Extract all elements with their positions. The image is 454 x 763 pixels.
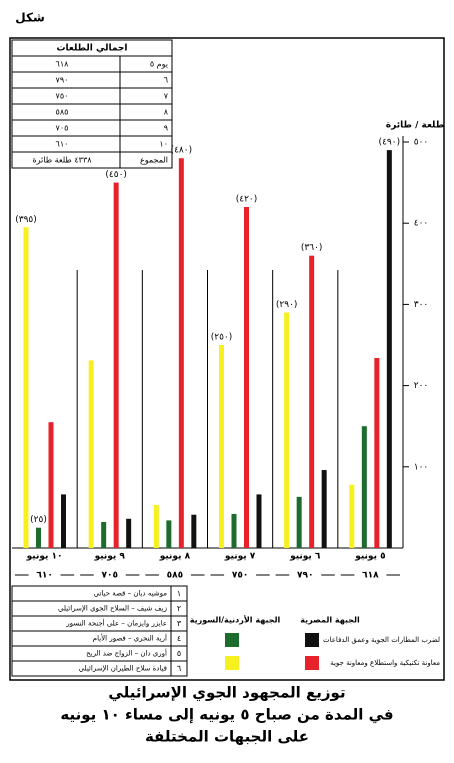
bar	[88, 360, 94, 548]
y-axis-label: طلعة / طائرة	[386, 121, 444, 131]
source-number: ٥	[177, 649, 181, 658]
table-cell: ٦١٨	[56, 60, 70, 69]
legend-role: لضرب المطارات الجوية وعمق الدفاعات	[323, 636, 440, 644]
legend-swatch	[305, 633, 319, 647]
source-number: ١	[177, 589, 181, 598]
bar	[231, 513, 237, 548]
bar	[101, 522, 107, 548]
table-cell: المجموع	[140, 156, 168, 165]
source-number: ٦	[177, 664, 181, 673]
legend-heading: الجبهة الأردنية/السورية	[190, 615, 281, 625]
x-tick-label: ٨ يونيو	[159, 552, 191, 562]
y-tick-label: ٥٠٠	[414, 138, 429, 148]
value-label: (٤٨٠)	[171, 146, 193, 156]
value-label: (٣٩٥)	[15, 215, 37, 225]
day-total: ٥٨٥	[167, 571, 183, 581]
value-label: (٤٥٠)	[105, 170, 127, 180]
bar	[284, 312, 290, 548]
bar	[166, 520, 172, 548]
frame	[9, 37, 445, 681]
x-tick-label: ٧ يونيو	[224, 552, 256, 562]
y-tick-label: ٤٠٠	[414, 219, 429, 229]
table-cell: ٦	[164, 76, 168, 85]
table-cell: ٦١٠	[56, 140, 69, 149]
day-total: ٧٩٠	[297, 571, 313, 581]
y-tick-label: ٢٠٠	[414, 381, 429, 391]
x-tick-label: ٩ يونيو	[94, 552, 126, 562]
value-label: (٤٢٠)	[236, 194, 258, 204]
x-tick-label: ٦ يونيو	[289, 552, 321, 562]
bar	[309, 255, 315, 548]
day-total: ٦١٨	[362, 571, 379, 581]
table-cell: ٧٥٠	[56, 92, 69, 101]
legend-swatch	[225, 633, 239, 647]
bar	[349, 484, 355, 548]
source-text: أوري دان – الزواج ضد الريح	[86, 649, 167, 658]
x-tick-label: ٥ يونيو	[354, 552, 385, 562]
table-cell: ١٠	[159, 140, 168, 149]
source-number: ٣	[177, 619, 182, 628]
legend-heading: الجبهة المصرية	[300, 616, 360, 625]
value-label: (٤٩٠)	[379, 138, 401, 148]
bar	[48, 422, 54, 548]
day-total: ٦١٠	[36, 571, 52, 581]
x-tick-label: ١٠ يونيو	[26, 552, 63, 562]
source-text: عايزر وايزمان – على أجنحة النسور	[65, 619, 167, 628]
bar	[153, 504, 159, 548]
day-total: ٧٠٥	[102, 571, 118, 581]
bar	[61, 494, 66, 548]
source-text: قيادة سلاح الطيران الإسرائيلي	[79, 665, 167, 673]
table-cell: ٨	[164, 108, 169, 117]
caption: توزيع المجهود الجوي الإسرائيلي	[108, 684, 345, 703]
table-cell: ٩	[164, 124, 168, 133]
bar	[23, 227, 29, 548]
source-number: ٢	[177, 604, 181, 613]
table-cell: ٧	[164, 92, 169, 101]
caption: على الجبهات المختلفة	[145, 728, 309, 746]
bar	[321, 470, 327, 548]
source-text: زيف شيف – السلاح الجوي الإسرائيلي	[58, 605, 167, 613]
bar	[244, 206, 249, 548]
legend-role: معاونة تكتيكية واستطلاع ومعاونة جوية	[330, 659, 440, 667]
figure-label: شكل	[15, 11, 45, 25]
table-cell: ٤٣٣٨ طلعة طائرة	[32, 156, 92, 165]
table-cell: ٥٨٥	[56, 108, 69, 117]
bar	[113, 182, 119, 548]
bar	[219, 345, 224, 548]
value-label: (٢٥)	[30, 515, 47, 525]
source-number: ٤	[177, 634, 181, 643]
bar	[126, 518, 132, 548]
table-cell: ٧٩٠	[56, 76, 69, 85]
legend-swatch	[225, 656, 239, 670]
bar	[386, 150, 392, 548]
bar	[374, 357, 380, 548]
table-cell: ٧٠٥	[56, 124, 69, 133]
y-tick-label: ١٠٠	[414, 462, 429, 472]
source-text: موشيه ديان – قصة حياتي	[94, 590, 168, 598]
bar	[361, 426, 367, 548]
bar	[256, 494, 262, 548]
bar	[36, 527, 41, 548]
bar	[191, 514, 197, 548]
table-cell: يوم ٥	[150, 60, 168, 69]
legend-swatch	[305, 656, 319, 670]
bar	[178, 158, 184, 549]
caption: في المدة من صباح ٥ يونيه إلى مساء ١٠ يون…	[60, 706, 393, 724]
value-label: (٣٦٠)	[301, 243, 323, 253]
source-text: أرية النجري – قصور الأيام	[93, 634, 167, 643]
y-tick-label: ٣٠٠	[414, 300, 429, 310]
day-total: ٧٥٠	[232, 571, 248, 581]
bar	[296, 496, 302, 548]
value-label: (٢٥٠)	[211, 333, 233, 343]
table-title: اجمالي الطلعات	[56, 44, 127, 54]
value-label: (٢٩٠)	[276, 300, 298, 310]
